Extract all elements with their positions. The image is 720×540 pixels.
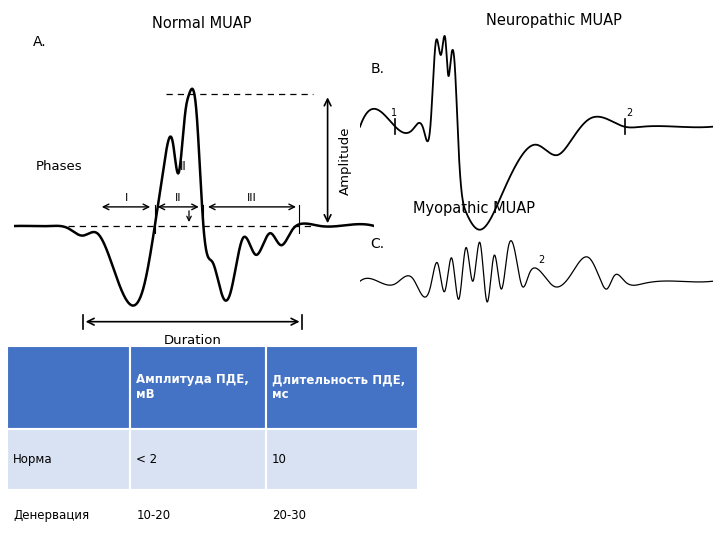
Text: 10-20: 10-20 <box>137 509 171 522</box>
Text: Длительность ПДЕ,
мс: Длительность ПДЕ, мс <box>272 373 405 401</box>
Text: Duration: Duration <box>163 334 222 347</box>
Text: 20-30: 20-30 <box>272 509 306 522</box>
Text: II: II <box>180 160 187 173</box>
Bar <box>7 429 130 490</box>
Text: 10: 10 <box>272 453 287 466</box>
Text: Амплитуда ПДЕ,
мВ: Амплитуда ПДЕ, мВ <box>137 373 249 401</box>
Text: Денервация: Денервация <box>14 509 89 522</box>
Text: Neuropathic MUAP: Neuropathic MUAP <box>486 14 622 29</box>
Bar <box>266 346 418 429</box>
Text: III: III <box>247 193 257 203</box>
Text: 2: 2 <box>538 255 544 265</box>
Text: < 2: < 2 <box>137 453 158 466</box>
Bar <box>130 429 266 490</box>
Text: Amplitude: Amplitude <box>338 126 351 194</box>
Text: A.: A. <box>32 35 46 49</box>
Bar <box>7 346 130 429</box>
Text: Normal MUAP: Normal MUAP <box>152 16 251 31</box>
Text: B.: B. <box>371 62 384 76</box>
Bar <box>130 346 266 429</box>
Text: II: II <box>175 193 181 203</box>
Text: Норма: Норма <box>14 453 53 466</box>
Text: Myopathic MUAP: Myopathic MUAP <box>413 201 535 217</box>
Bar <box>266 429 418 490</box>
Text: Phases: Phases <box>36 160 83 173</box>
Bar <box>7 490 130 540</box>
Bar <box>266 490 418 540</box>
Text: C.: C. <box>371 238 384 252</box>
Text: 2: 2 <box>626 109 633 118</box>
Text: 1: 1 <box>390 109 397 118</box>
Text: I: I <box>125 193 127 203</box>
Bar <box>130 490 266 540</box>
